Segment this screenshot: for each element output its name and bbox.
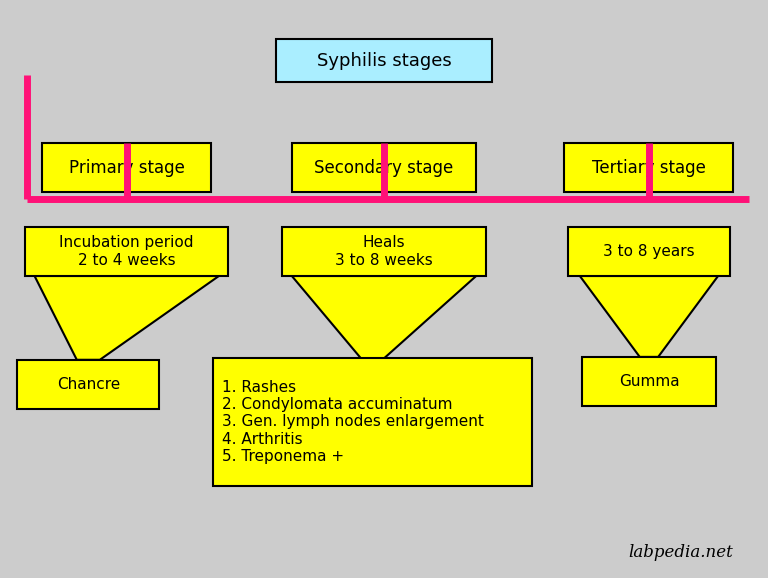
FancyBboxPatch shape [292, 143, 476, 192]
FancyBboxPatch shape [568, 227, 730, 276]
Text: Chancre: Chancre [57, 377, 120, 392]
Polygon shape [35, 276, 219, 360]
Polygon shape [580, 276, 718, 357]
FancyBboxPatch shape [213, 358, 531, 486]
FancyBboxPatch shape [25, 227, 229, 276]
Text: Secondary stage: Secondary stage [314, 158, 454, 177]
Text: Syphilis stages: Syphilis stages [316, 51, 452, 70]
Text: Incubation period
2 to 4 weeks: Incubation period 2 to 4 weeks [59, 235, 194, 268]
Text: labpedia.net: labpedia.net [629, 544, 733, 561]
Text: Heals
3 to 8 weeks: Heals 3 to 8 weeks [335, 235, 433, 268]
Text: Tertiary stage: Tertiary stage [592, 158, 706, 177]
Polygon shape [292, 276, 476, 358]
Text: 1. Rashes
2. Condylomata accuminatum
3. Gen. lymph nodes enlargement
4. Arthriti: 1. Rashes 2. Condylomata accuminatum 3. … [223, 380, 484, 464]
FancyBboxPatch shape [42, 143, 211, 192]
Text: Gumma: Gumma [619, 374, 679, 389]
FancyBboxPatch shape [283, 227, 486, 276]
FancyBboxPatch shape [564, 143, 733, 192]
FancyBboxPatch shape [276, 39, 492, 82]
FancyBboxPatch shape [582, 357, 716, 406]
Text: 3 to 8 years: 3 to 8 years [603, 244, 695, 259]
FancyBboxPatch shape [18, 360, 160, 409]
Text: Primary stage: Primary stage [69, 158, 184, 177]
